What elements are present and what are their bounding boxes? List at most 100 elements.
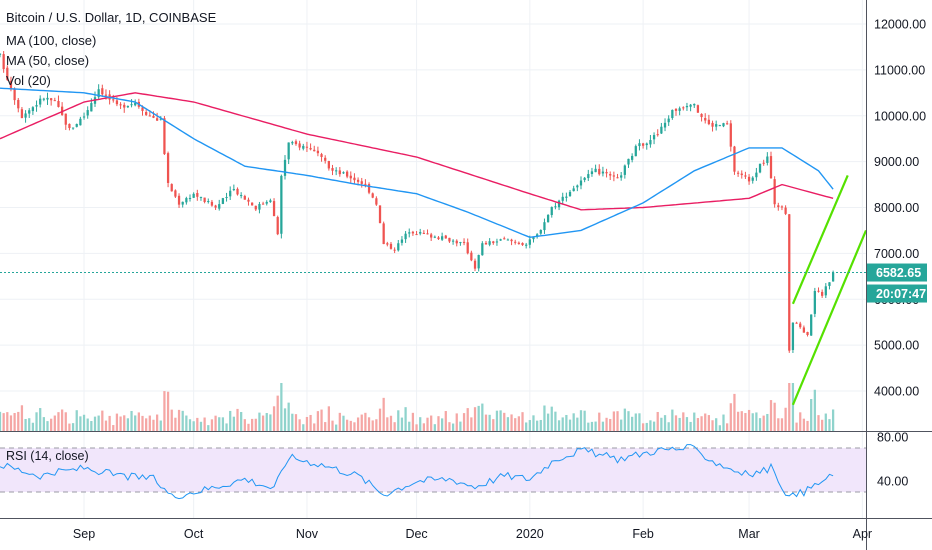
price-tick-label: 8000.00 — [874, 201, 919, 215]
volume-bar — [821, 419, 824, 431]
candle — [349, 175, 352, 179]
volume-bar — [123, 415, 126, 431]
volume-bar — [378, 408, 382, 431]
candle — [437, 237, 440, 240]
volume-bar — [780, 418, 784, 431]
volume-bar — [46, 421, 49, 431]
volume-bar — [762, 415, 765, 431]
candle — [758, 163, 762, 173]
candle — [459, 242, 462, 244]
volume-bar — [50, 418, 53, 431]
volume-bar — [583, 410, 586, 431]
volume-bar — [236, 408, 239, 431]
volume-bar — [773, 402, 776, 431]
volume-bar — [17, 411, 20, 431]
volume-bar — [459, 421, 462, 431]
volume-bar — [649, 420, 652, 431]
candle — [488, 241, 491, 245]
volume-bar — [141, 415, 144, 431]
volume-bar — [517, 416, 521, 431]
trend-channel — [0, 174, 868, 406]
candle — [780, 206, 784, 208]
volume-bar — [700, 416, 703, 431]
volume-legend[interactable]: Vol (20) — [6, 73, 51, 88]
candle — [517, 242, 521, 244]
volume-bar — [188, 419, 192, 431]
volume-bar — [598, 412, 601, 431]
volume-bar — [119, 416, 122, 431]
candle — [309, 148, 312, 150]
volume-bar — [579, 410, 583, 431]
price-tick-label: 12000.00 — [874, 18, 926, 32]
grid-layer — [0, 0, 866, 518]
volume-bar — [101, 410, 104, 431]
candle — [177, 195, 181, 205]
volume-bar — [532, 415, 535, 431]
candle — [532, 237, 535, 240]
volume-bar — [810, 398, 813, 431]
volume-bar — [561, 417, 564, 431]
candle — [298, 143, 301, 148]
candle — [492, 241, 495, 244]
time-tick-label: Mar — [738, 527, 760, 541]
volume-bar — [28, 418, 31, 431]
candle — [276, 217, 279, 235]
candle — [620, 175, 623, 178]
candle — [28, 110, 31, 114]
ma50-legend[interactable]: MA (50, close) — [6, 53, 90, 68]
time-tick-label: Sep — [73, 527, 95, 541]
candle — [166, 153, 170, 183]
candle — [75, 124, 78, 127]
candle — [280, 175, 283, 234]
candle — [400, 239, 404, 243]
candle — [64, 113, 67, 125]
volume-bar — [656, 411, 659, 431]
candle — [641, 143, 645, 146]
volume-bar — [35, 412, 38, 431]
candle — [254, 205, 257, 210]
volume-bar — [466, 408, 469, 431]
candle — [316, 150, 320, 154]
candle — [342, 172, 345, 174]
volume-bar — [506, 417, 510, 431]
candle — [788, 214, 791, 351]
price-tick-label: 5000.00 — [874, 339, 919, 353]
candle — [455, 240, 458, 244]
candle — [755, 172, 758, 178]
candle — [181, 201, 184, 205]
rsi-legend[interactable]: RSI (14, close) — [6, 449, 89, 463]
candle — [656, 134, 659, 136]
candle — [97, 89, 100, 98]
candle — [0, 53, 2, 55]
volume-bar — [631, 416, 634, 431]
candle — [514, 241, 517, 243]
candle — [261, 203, 265, 205]
volume-bar — [510, 414, 513, 431]
volume-bar — [638, 413, 641, 431]
volume-bar — [715, 418, 718, 431]
volume-bar — [276, 395, 279, 431]
volume-bar — [93, 416, 97, 431]
candle — [543, 222, 546, 231]
volume-bar — [484, 414, 488, 431]
volume-bar — [298, 419, 301, 431]
candle — [433, 236, 436, 238]
candle — [536, 234, 539, 237]
time-tick-label: Oct — [184, 527, 204, 541]
ma100-legend[interactable]: MA (100, close) — [6, 33, 97, 48]
volume-bar — [682, 412, 685, 431]
candle — [360, 181, 363, 184]
candle — [806, 332, 809, 336]
volume-bar — [536, 420, 539, 431]
candle — [590, 171, 594, 175]
candle — [799, 323, 802, 328]
volume-bar — [261, 415, 265, 431]
candle — [79, 118, 82, 126]
candle — [740, 173, 743, 176]
candle — [335, 170, 338, 172]
candle — [338, 170, 341, 175]
candle — [53, 100, 56, 102]
volume-bar — [755, 412, 758, 431]
candle — [444, 235, 447, 239]
volume-bar — [360, 414, 363, 431]
